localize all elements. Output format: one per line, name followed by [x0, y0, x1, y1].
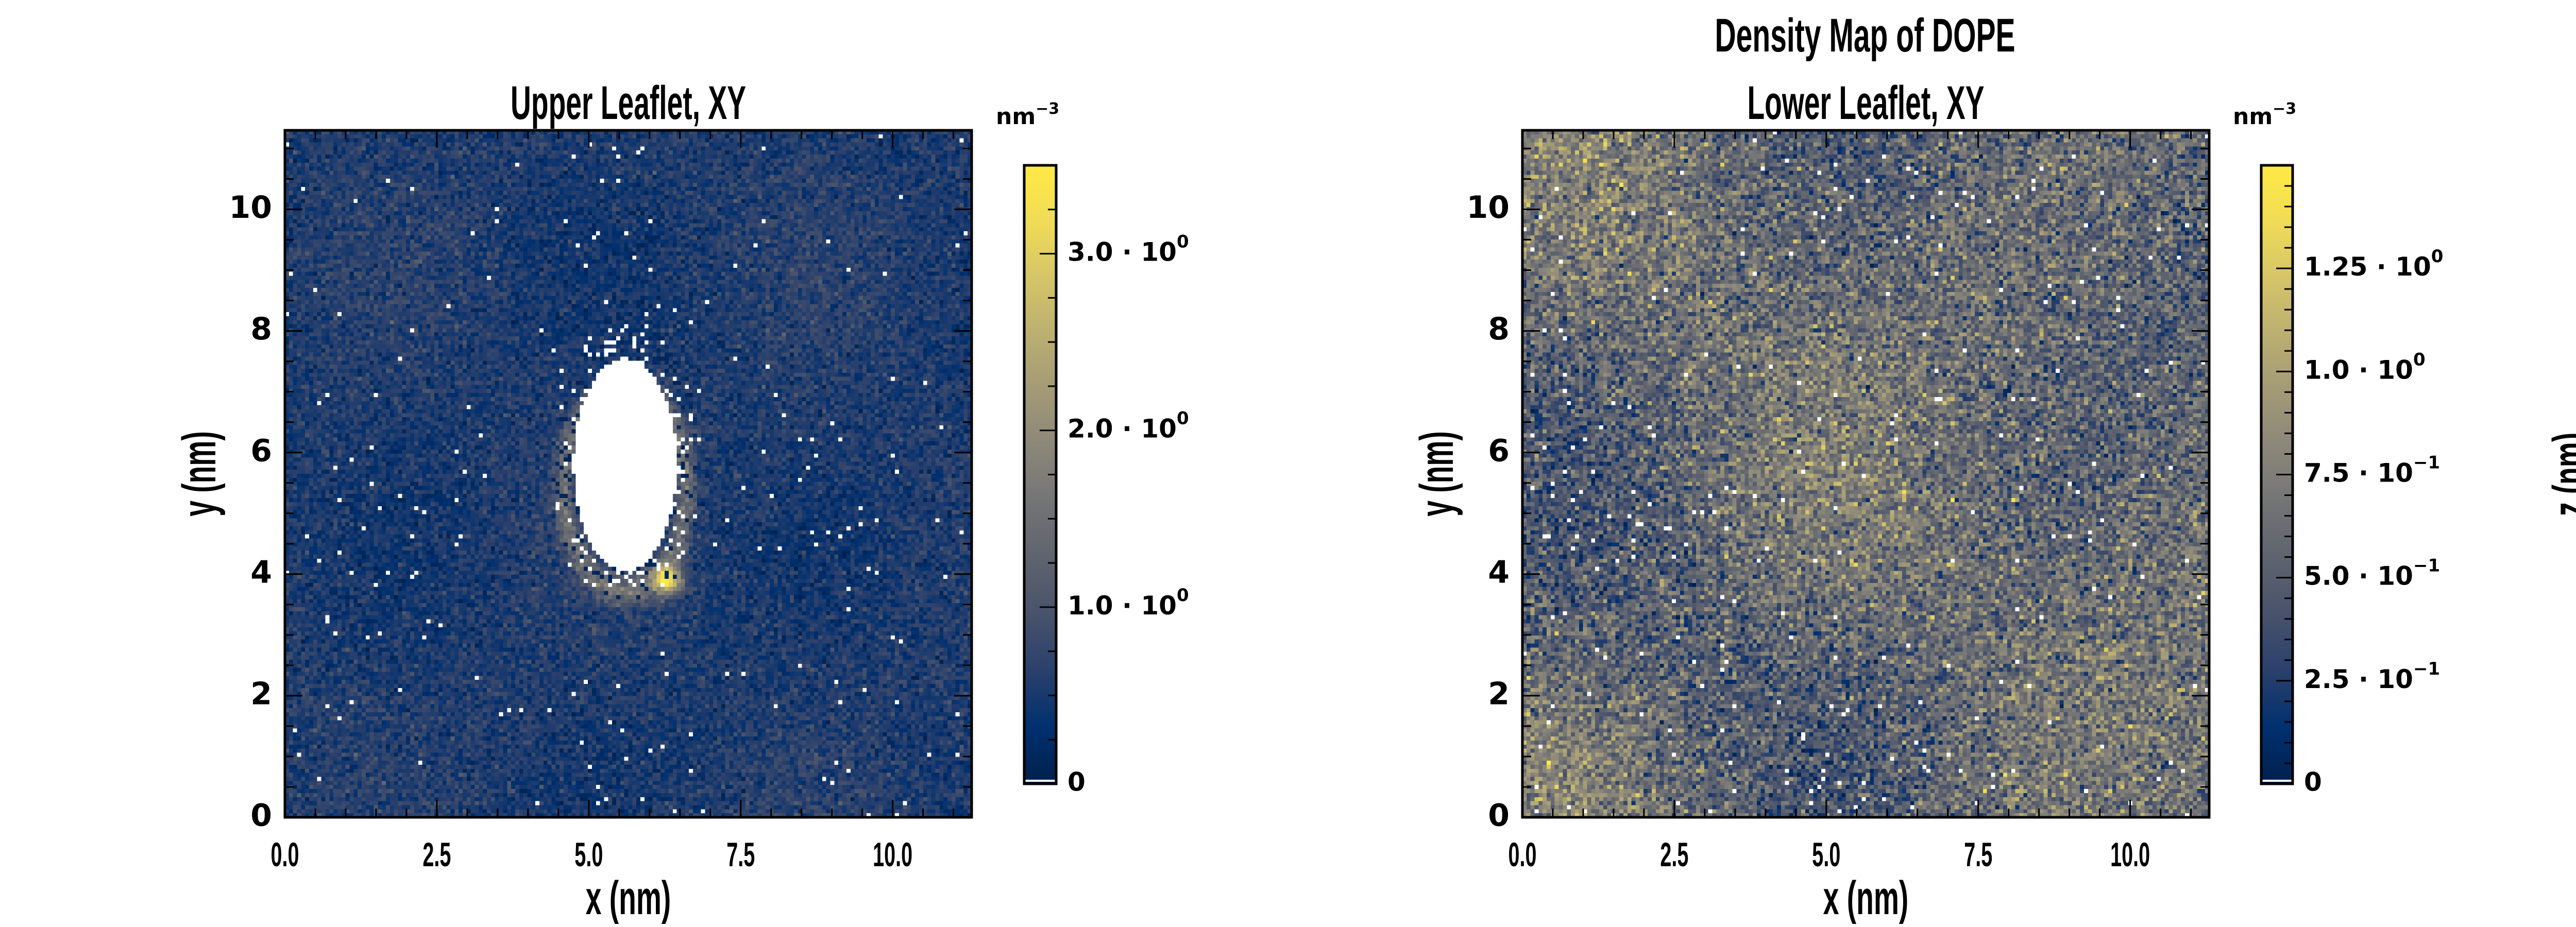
colorbar-under-swatch — [2261, 780, 2293, 782]
axes-frame — [1521, 129, 2211, 819]
colorbar-tick-label: 1.0 · 100 — [1067, 585, 1189, 620]
x-tick-label: 7.5 — [1964, 836, 1992, 874]
colorbar-unit-label: nm−3 — [996, 100, 1059, 130]
colorbar: 0 2.5 · 10−1 5.0 · 10−1 7.5 · 10−1 1.0 · 100… — [2233, 100, 2443, 797]
panel-title: Lower Leaflet, XY — [1747, 77, 1984, 130]
y-axis-label: y (nm) — [173, 431, 226, 517]
x-tick-label: 2.5 — [422, 836, 451, 874]
y-tick-label: 4 — [250, 554, 272, 590]
y-tick-label: 4 — [1488, 554, 1510, 590]
x-tick-label: 10.0 — [873, 836, 912, 874]
y-tick-label: 10 — [229, 190, 273, 226]
panel-1: 0.0 2.5 5.0 7.5 10.0 0 2 4 6 8 10 Upper Leaflet, XY… — [173, 77, 1189, 925]
y-tick-label: 2 — [250, 676, 272, 712]
colorbar-tick-label: 0 — [2304, 767, 2322, 797]
heatmap-image — [1522, 130, 2209, 817]
x-tick-label: 0.0 — [1508, 836, 1536, 874]
y-tick-label: 8 — [250, 311, 272, 347]
colorbar-tick-label: 5.0 · 10−1 — [2304, 555, 2440, 591]
colorbar-under-swatch — [1024, 780, 1056, 782]
y-tick-label: 8 — [1488, 311, 1510, 347]
colorbar-tick-label: 1.25 · 100 — [2304, 246, 2443, 282]
colorbar-tick-label: 7.5 · 10−1 — [2304, 452, 2440, 488]
figure-title: Density Map of DOPE — [1715, 9, 2015, 62]
y-tick-label: 2 — [1488, 676, 1510, 712]
y-axis-label: z (nm) — [2544, 433, 2576, 516]
y-tick-label: 6 — [1488, 433, 1510, 469]
y-tick-label: 10 — [1467, 190, 1510, 226]
panel-2: 0.0 2.5 5.0 7.5 10.0 0 2 4 6 8 10 Lower Leaflet, XY… — [1411, 77, 2444, 925]
axes-frame — [283, 129, 973, 819]
x-tick-label: 7.5 — [726, 836, 755, 874]
x-tick-label: 5.0 — [1812, 836, 1840, 874]
x-axis-label: x (nm) — [586, 872, 671, 925]
y-tick-label: 6 — [250, 433, 272, 469]
colorbar-unit-label: nm−3 — [2233, 100, 2296, 130]
heatmap-image — [285, 130, 972, 817]
colorbar-tick-label: 3.0 · 100 — [1067, 231, 1189, 267]
x-axis-label: x (nm) — [1823, 872, 1909, 925]
colorbar-tick-label: 2.5 · 10−1 — [2304, 658, 2440, 694]
x-tick-label: 0.0 — [270, 836, 299, 874]
colorbar-tick-label: 1.0 · 100 — [2304, 349, 2426, 385]
colorbar-tick-label: 2.0 · 100 — [1067, 408, 1189, 443]
colorbar: 0 1.0 · 100 2.0 · 100 3.0 · 100 nm−3 — [996, 100, 1189, 797]
x-tick-label: 2.5 — [1660, 836, 1688, 874]
y-axis-label: y (nm) — [1411, 431, 1464, 517]
y-tick-label: 0 — [1488, 798, 1510, 834]
x-tick-label: 5.0 — [574, 836, 603, 874]
x-tick-label: 10.0 — [2110, 836, 2150, 874]
colorbar-tick-label: 0 — [1067, 767, 1086, 797]
panel-title: Upper Leaflet, XY — [511, 77, 746, 130]
y-tick-label: 0 — [250, 798, 272, 834]
